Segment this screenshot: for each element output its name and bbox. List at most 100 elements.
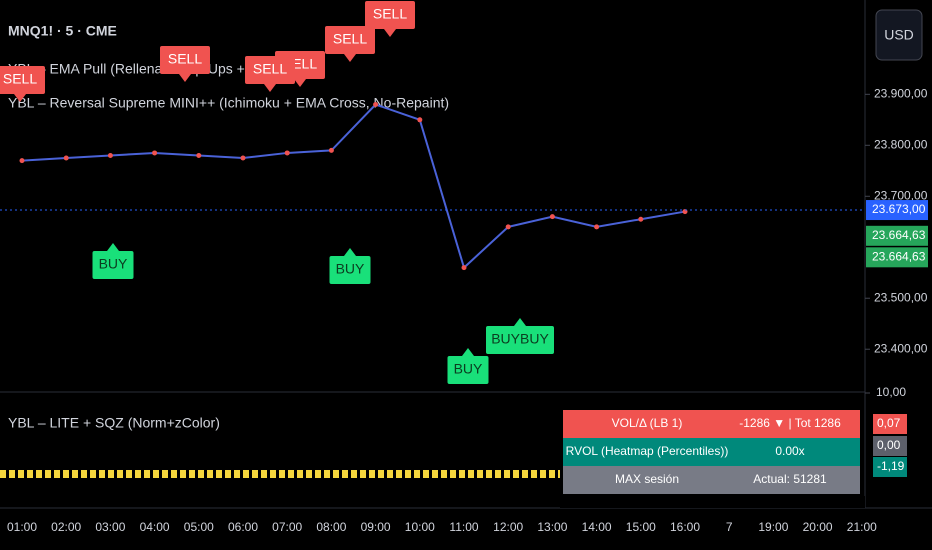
price-label-box (866, 200, 928, 221)
signal-label: BUYBUY (491, 331, 549, 347)
x-tick-label: 14:00 (582, 520, 612, 534)
y-tick-label: 23.900,00 (874, 86, 928, 100)
table-row (563, 466, 860, 494)
x-tick-label: 09:00 (361, 520, 391, 534)
price-point (107, 152, 113, 158)
signal-pointer (384, 29, 396, 37)
buy-signal (486, 326, 554, 354)
y-tick-label: 23.400,00 (874, 341, 928, 355)
sell-signal (325, 26, 375, 54)
x-tick-label: 01:00 (7, 520, 37, 534)
signal-pointer (344, 54, 356, 62)
y-tick-label: 23.800,00 (874, 137, 928, 151)
osc-value-box (873, 436, 907, 456)
signal-pointer (294, 79, 306, 87)
indicator-label: YBL – EMA Pull (Rellena + Pop-Ups + Aler… (8, 61, 296, 77)
osc-value-label: -1,19 (877, 459, 905, 473)
osc-value-label: 0,00 (877, 438, 901, 452)
table-cell: VOL/Δ (LB 1) (612, 416, 683, 430)
price-point (328, 147, 334, 153)
sell-signal (0, 66, 45, 94)
indicator-label: YBL – Reversal Supreme MINI++ (Ichimoku … (8, 95, 449, 111)
signal-label: SELL (333, 31, 367, 47)
price-point (638, 216, 644, 222)
signal-pointer (107, 243, 119, 251)
buy-signal (329, 256, 371, 284)
symbol: MNQ1! · 5 · CME (8, 23, 117, 39)
price-point (549, 214, 555, 220)
table-row (563, 410, 860, 438)
sell-signal (365, 1, 415, 29)
price-point (19, 158, 25, 164)
x-tick-label: 08:00 (316, 520, 346, 534)
sell-signal (245, 56, 295, 84)
signal-pointer (462, 348, 474, 356)
x-tick-label: 19:00 (758, 520, 788, 534)
signal-label: BUY (454, 361, 483, 377)
price-point (152, 150, 158, 156)
price-label-box (866, 247, 928, 268)
price-point (461, 265, 467, 271)
price-label-box (866, 225, 928, 246)
price-point (196, 152, 202, 158)
x-tick-label: 10:00 (405, 520, 435, 534)
price-point (594, 224, 600, 230)
osc-value-box (873, 414, 907, 434)
x-tick-label: 20:00 (803, 520, 833, 534)
price-point (240, 155, 246, 161)
x-tick-label: 12:00 (493, 520, 523, 534)
x-tick-label: 13:00 (537, 520, 567, 534)
price-label: 23.664,63 (872, 228, 926, 242)
osc-value-label: 0,07 (877, 416, 901, 430)
x-tick-label: 16:00 (670, 520, 700, 534)
price-point (373, 102, 379, 108)
y-tick-label: 23.500,00 (874, 290, 928, 304)
signal-pointer (179, 74, 191, 82)
table-row (563, 438, 860, 466)
table-cell: 0.00x (775, 444, 804, 458)
signal-label: BUY (336, 261, 365, 277)
x-tick-label: 03:00 (95, 520, 125, 534)
signal-label: BUY (99, 256, 128, 272)
price-point (284, 150, 290, 156)
x-tick-label: 15:00 (626, 520, 656, 534)
signal-pointer (14, 94, 26, 102)
buy-signal (447, 356, 489, 384)
table-clip (560, 496, 865, 508)
x-tick-label: 07:00 (272, 520, 302, 534)
x-tick-label: 02:00 (51, 520, 81, 534)
price-point (505, 224, 511, 230)
table-cell: Actual: 51281 (753, 472, 827, 486)
x-tick-label: 11:00 (449, 520, 478, 534)
x-tick-label: 21:00 (847, 520, 877, 534)
sell-signal (160, 46, 210, 74)
signal-pointer (514, 318, 526, 326)
currency-label: USD (884, 27, 914, 43)
oscillator-title: YBL – LITE + SQZ (Norm+zColor) (8, 415, 220, 431)
table-cell: -1286 ▼ | Tot 1286 (739, 416, 841, 430)
price-point (417, 117, 423, 123)
osc-tick-label: 10,00 (876, 385, 906, 399)
signal-label: SELL (3, 71, 37, 87)
x-tick-label: 04:00 (140, 520, 170, 534)
currency-button[interactable] (875, 9, 923, 61)
table-cell: RVOL (Heatmap (Percentiles)) (566, 444, 729, 458)
buy-signal (92, 251, 134, 279)
x-tick-label: 06:00 (228, 520, 258, 534)
price-line (21, 103, 686, 270)
price-point (63, 155, 69, 161)
price-label: 23.664,63 (872, 249, 926, 263)
signal-label: SELL (253, 61, 287, 77)
x-tick-label: 05:00 (184, 520, 214, 534)
y-tick-label: 23.700,00 (874, 188, 928, 202)
price-label: 23.673,00 (872, 202, 926, 216)
signal-pointer (344, 248, 356, 256)
signal-pointer (264, 84, 276, 92)
signal-label: SELL (373, 6, 407, 22)
signal-label: SELL (168, 51, 202, 67)
x-tick-label: 7 (726, 520, 733, 534)
table-cell: MAX sesión (615, 472, 679, 486)
osc-value-box (873, 457, 907, 477)
